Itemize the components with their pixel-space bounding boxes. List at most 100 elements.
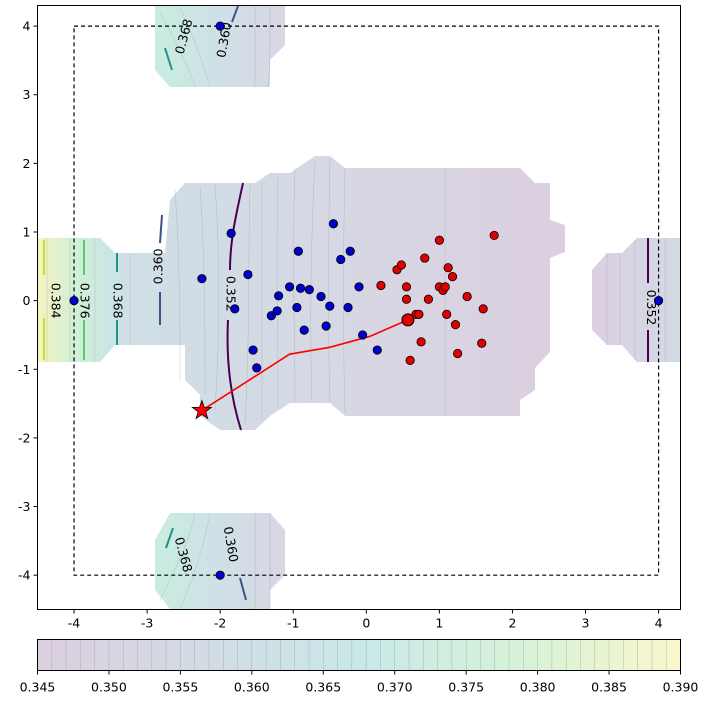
colorbar-tick-label: 0.390 [663,680,699,695]
contour-line [343,167,346,415]
contour-label: 0.368 [110,283,125,319]
contour-lines-labeled [43,5,649,601]
blue-point [328,219,339,229]
contour-region-middle [140,156,565,430]
scatter-points [69,21,664,580]
contour-line [179,512,211,610]
contour-label: 0.352 [644,290,659,326]
blue-point [284,282,295,292]
blue-point [372,345,382,355]
contour-line [267,5,271,88]
path-line [201,319,409,412]
blue-point [215,21,225,31]
start-star-marker [191,399,213,420]
blue-point [653,296,664,306]
colorbar-ticks: 0.345 0.350 0.355 0.360 0.365 0.370 0.375 0.380… [20,670,699,695]
red-point [477,338,487,348]
contour-line [179,7,211,88]
blue-point [354,282,364,292]
blue-point [248,345,258,355]
red-point [462,291,472,302]
x-tick-label: -3 [141,616,153,631]
red-point [414,309,424,319]
y-tick-label: 3 [23,87,31,102]
contour-line-0368-bottom [165,527,174,549]
blue-point [299,325,309,335]
x-tick-label: -2 [214,616,226,631]
contour-region-bottom [155,513,285,609]
contour-label: 0.360 [151,248,166,284]
red-point [489,230,499,241]
x-tick-label: 3 [582,616,590,631]
axes-frame [37,5,681,610]
colorbar-tick-label: 0.375 [448,680,484,695]
contour-label: 0.352 [224,276,239,312]
red-point [405,355,415,365]
x-tick-label: -4 [68,616,81,631]
red-point [401,294,412,304]
colorbar-tick-label: 0.355 [162,680,198,695]
colorbar-tick-label: 0.360 [234,680,270,695]
red-point [440,282,450,292]
contour-label: 0.376 [77,283,92,319]
red-point [434,235,444,245]
y-tick-label: -2 [18,430,30,445]
red-point [396,260,406,270]
contour-line-0368-top [164,47,173,71]
blue-point [316,291,326,302]
contour-line [328,157,331,403]
x-tick-label: 1 [435,616,443,631]
contour-line [159,11,196,88]
y-tick-label: 2 [23,156,31,171]
blue-point [343,302,353,313]
blue-point [230,304,240,314]
blue-point [252,363,262,373]
contour-line [174,189,181,381]
x-tick-label: -1 [287,616,299,631]
y-axis-ticks: -4 -3 -2 -1 0 1 2 3 4 [18,19,38,583]
red-point [443,263,453,273]
colorbar-tick-label: 0.345 [20,680,56,695]
blue-point [293,246,303,256]
y-tick-label: -4 [18,568,31,583]
blue-point [321,321,331,331]
red-point [478,304,488,314]
y-tick-label: 1 [23,225,31,240]
x-tick-label: 4 [655,616,663,631]
y-tick-label: -3 [18,499,30,514]
red-point [447,272,458,282]
red-point [416,337,426,347]
blue-point [272,306,282,316]
contour-line [159,512,196,601]
colorbar-tick-label: 0.385 [591,680,627,695]
blue-point [197,274,207,284]
colorbar-tick-label: 0.350 [91,680,127,695]
contour-line [214,183,219,411]
y-tick-label: -1 [18,362,30,377]
blue-point [325,301,335,311]
y-tick-label: 4 [23,19,31,34]
colorbar-lines [51,639,667,671]
contour-region-left [37,238,140,362]
contour-line [310,159,316,403]
contour-line [244,183,251,426]
x-tick-label: 2 [508,616,516,631]
colorbar-tick-label: 0.380 [520,680,556,695]
colorbar-tick-label: 0.365 [305,680,341,695]
x-tick-label: 0 [362,616,370,631]
blue-point [292,302,302,313]
contour-line-0360 [159,214,163,325]
contour-line-0352 [226,182,244,431]
red-point [453,348,463,359]
red-point [376,280,386,291]
red-point [423,294,434,304]
colorbar-frame [37,639,681,671]
blue-point [295,283,306,293]
contour-line-0360-bottom [239,577,247,601]
blue-point [215,570,225,580]
contour-label: 0.384 [48,283,63,319]
blue-point [274,291,284,301]
blue-point [226,228,236,238]
blue-point [304,285,314,295]
